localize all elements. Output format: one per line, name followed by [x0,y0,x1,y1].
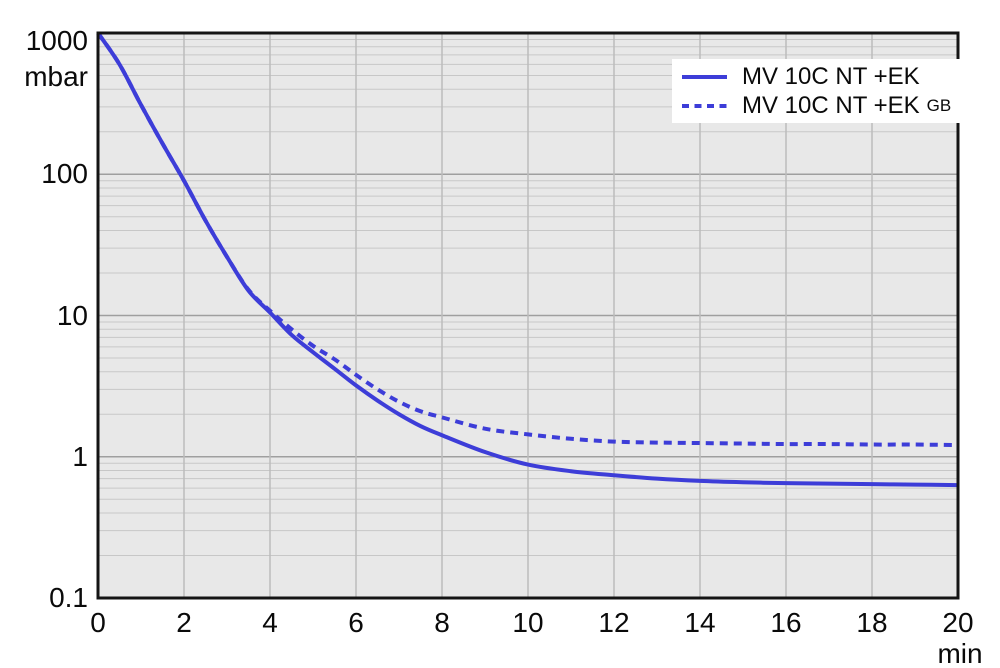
x-tick-label: 14 [684,607,716,638]
legend-entry-dashed: MV 10C NT +EK GB [682,91,951,120]
x-tick-label: 0 [90,607,106,638]
y-tick-label: 1000 [25,25,88,56]
legend: MV 10C NT +EK MV 10C NT +EK GB [672,59,964,123]
x-tick-label: 4 [262,607,278,638]
x-tick-label: 12 [598,607,630,638]
x-tick-label: 8 [434,607,450,638]
plot-frame [96,31,960,600]
x-axis-unit-label: min [937,638,983,668]
y-tick-label: 0.1 [49,582,88,613]
legend-entry-solid: MV 10C NT +EK [682,62,951,91]
x-tick-label: 18 [856,607,888,638]
y-tick-label: 100 [41,158,88,190]
x-tick-label: 2 [176,607,192,638]
x-tick-label: 10 [512,607,544,638]
x-tick-label: 16 [770,607,802,638]
y-axis-unit-label: mbar [24,61,88,92]
y-tick-label: 10 [56,299,88,331]
x-tick-label: 20 [942,607,974,638]
legend-label-dashed: MV 10C NT +EK [742,92,920,119]
dashed-line-icon [682,103,727,108]
solid-line-icon [682,74,727,79]
y-tick-label: 1 [72,440,88,472]
legend-label-solid: MV 10C NT +EK [742,63,920,90]
series-line-dashed [96,31,959,448]
x-tick-label: 6 [348,607,364,638]
legend-suffix-dashed: GB [926,96,952,115]
